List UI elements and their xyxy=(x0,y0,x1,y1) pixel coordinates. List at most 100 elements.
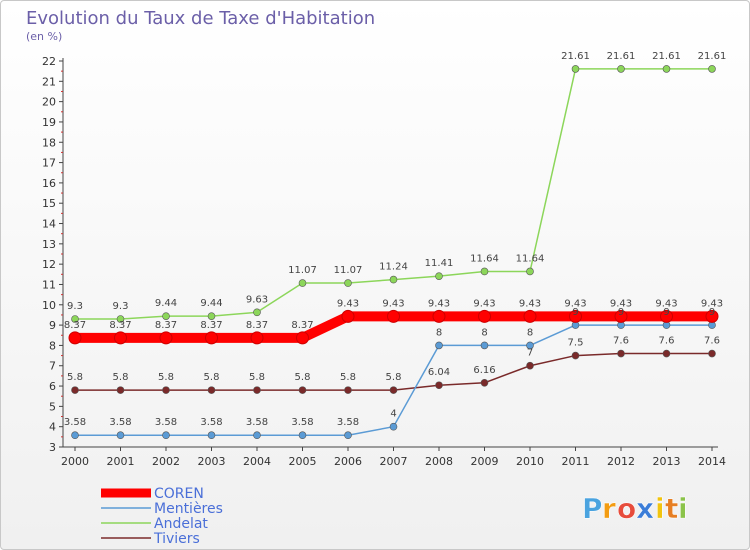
logo-letter: P xyxy=(582,492,603,525)
y-tick-label: 12 xyxy=(42,258,56,271)
data-label: 9.3 xyxy=(67,301,83,312)
plot-area xyxy=(68,65,719,440)
y-tick-label: 17 xyxy=(42,157,56,170)
data-point xyxy=(435,341,443,350)
x-tick-label: 2003 xyxy=(198,455,226,468)
data-label: 3.58 xyxy=(64,417,86,428)
logo-letter: r xyxy=(602,492,616,525)
data-label: 9.3 xyxy=(113,301,129,312)
data-point xyxy=(480,267,489,276)
x-tick-label: 2001 xyxy=(107,455,135,468)
data-label: 9 xyxy=(572,307,578,318)
data-point xyxy=(344,386,352,394)
legend-label: Mentières xyxy=(154,501,223,517)
data-label: 5.8 xyxy=(113,372,129,383)
data-point xyxy=(116,315,125,323)
legend-label: Andelat xyxy=(154,516,208,532)
data-point xyxy=(617,349,625,358)
data-label: 21.61 xyxy=(698,51,727,62)
data-label: 5.8 xyxy=(204,372,220,383)
data-label: 9.43 xyxy=(701,298,723,309)
x-tick-label: 2011 xyxy=(562,455,590,468)
data-label: 5.8 xyxy=(158,372,174,383)
data-point xyxy=(344,279,352,287)
logo-letter: i xyxy=(678,492,688,525)
data-point xyxy=(159,331,173,345)
y-tick-label: 8 xyxy=(49,339,56,352)
data-point xyxy=(162,386,170,394)
data-label: 9.43 xyxy=(655,298,677,309)
data-point xyxy=(569,309,582,323)
data-label: 6.16 xyxy=(473,365,495,376)
data-point xyxy=(162,312,170,320)
data-label: 3.58 xyxy=(291,417,313,428)
data-point xyxy=(298,431,307,440)
data-label: 7.6 xyxy=(659,336,675,347)
data-point xyxy=(387,309,400,323)
x-tick-label: 2005 xyxy=(289,455,317,468)
data-label: 8.37 xyxy=(246,320,268,331)
data-point xyxy=(389,275,398,284)
x-tick-label: 2008 xyxy=(425,455,453,468)
data-label: 3.58 xyxy=(109,417,131,428)
data-label: 9.43 xyxy=(337,298,359,309)
data-label: 7.6 xyxy=(613,336,629,347)
data-point xyxy=(435,272,443,280)
data-label: 8.37 xyxy=(200,320,222,331)
data-point xyxy=(571,65,580,73)
data-label: 9.43 xyxy=(519,298,541,309)
x-tick-label: 2004 xyxy=(243,455,271,468)
data-point xyxy=(617,65,625,73)
data-point xyxy=(250,331,264,345)
data-point xyxy=(296,331,309,345)
data-label: 3.58 xyxy=(337,417,359,428)
y-tick-label: 11 xyxy=(42,278,56,291)
data-label: 5.8 xyxy=(67,372,83,383)
data-point xyxy=(435,381,443,390)
data-label: 7.5 xyxy=(568,338,584,349)
data-label: 9.43 xyxy=(610,298,632,309)
data-label: 21.61 xyxy=(561,51,590,62)
legend-label: COREN xyxy=(154,486,204,502)
data-point xyxy=(571,351,580,360)
data-point xyxy=(162,431,170,440)
data-label: 4 xyxy=(390,409,396,420)
data-label: 8.37 xyxy=(109,320,131,331)
data-label: 8.37 xyxy=(64,320,86,331)
y-tick-label: 22 xyxy=(42,55,56,68)
data-label: 9.44 xyxy=(155,298,177,309)
data-point xyxy=(298,386,307,394)
data-point xyxy=(71,386,79,394)
data-label: 9 xyxy=(618,307,624,318)
x-tick-label: 2012 xyxy=(607,455,635,468)
data-label: 9.63 xyxy=(246,294,268,305)
data-point xyxy=(660,309,673,323)
data-label: 5.8 xyxy=(386,372,402,383)
data-point xyxy=(116,431,125,440)
legend-label: Tiviers xyxy=(153,531,200,547)
logo-letter: t xyxy=(665,492,678,525)
x-tick-label: 2002 xyxy=(152,455,180,468)
x-tick-label: 2006 xyxy=(334,455,362,468)
data-label: 11.64 xyxy=(470,253,499,264)
data-point xyxy=(253,308,261,317)
data-label: 9 xyxy=(709,307,715,318)
data-point xyxy=(662,65,671,73)
data-label: 7 xyxy=(527,348,533,359)
data-point xyxy=(389,386,398,394)
y-tick-label: 13 xyxy=(42,238,56,251)
axes: 3 4 5 6 7 8 9 10 11 12 13 14 15 16 17 18 19 20 21 22 2000 200… xyxy=(42,55,726,468)
data-point xyxy=(526,341,534,350)
data-point xyxy=(389,422,398,431)
data-point xyxy=(341,309,355,323)
data-label: 9.43 xyxy=(428,298,450,309)
data-point xyxy=(526,267,534,276)
data-label: 6.04 xyxy=(428,367,450,378)
data-point xyxy=(614,309,628,323)
data-label: 11.07 xyxy=(288,265,317,276)
y-tick-label: 15 xyxy=(42,197,56,210)
